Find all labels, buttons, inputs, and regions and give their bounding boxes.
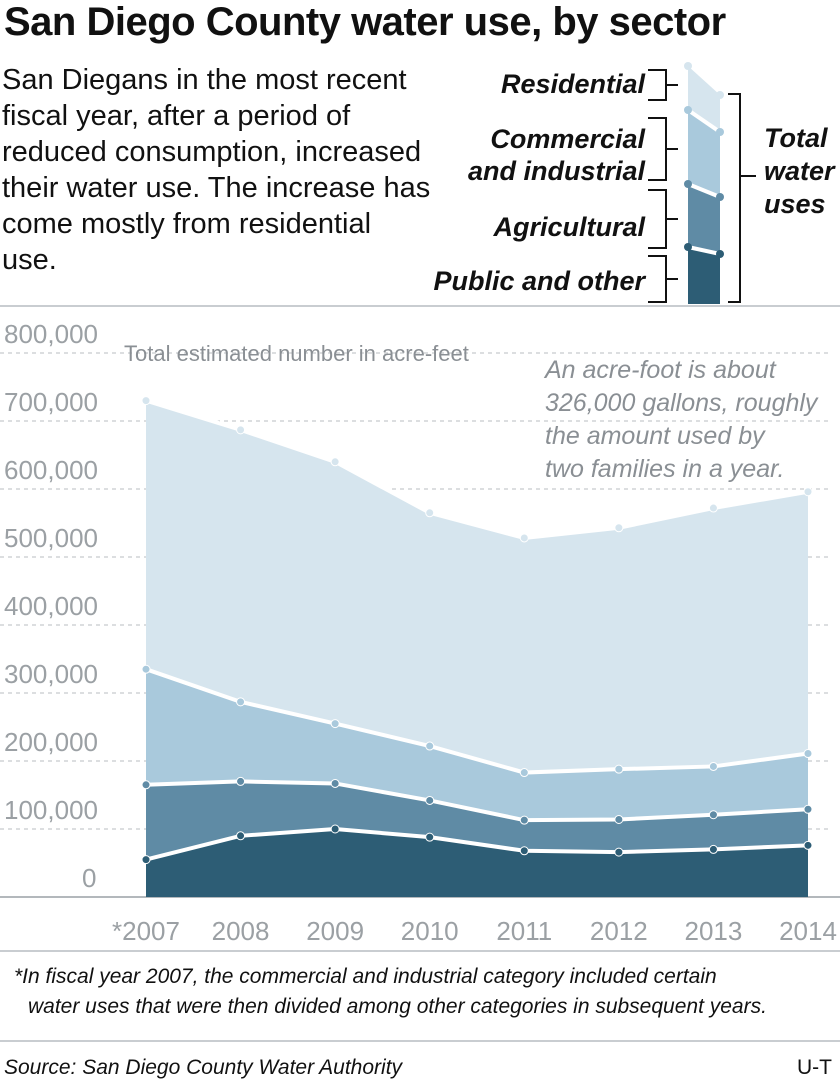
y-tick-label: 500,000 (4, 523, 98, 553)
x-tick-label: 2009 (306, 916, 364, 946)
y-tick-label: 100,000 (4, 795, 98, 825)
data-point (425, 795, 435, 805)
legend-bracket (648, 255, 678, 303)
area-public-and-other (146, 829, 808, 897)
legend-swatch-point (716, 128, 724, 136)
data-point (614, 814, 624, 824)
legend-swatch-agricultural (688, 184, 720, 254)
data-point (141, 664, 151, 674)
y-axis-title: Total estimated number in acre-feet (124, 341, 469, 366)
data-point (425, 741, 435, 751)
data-point (236, 831, 246, 841)
data-point (708, 503, 718, 513)
legend-bracket-total (728, 93, 756, 303)
legend-label-public: Public and other (433, 266, 645, 296)
area-chart: 0 100,000 200,000 300,000 400,000 500,000 600,… (0, 319, 840, 946)
footnote: *In fiscal year 2007, the commercial and… (14, 962, 834, 1022)
data-point (708, 810, 718, 820)
legend-bracket (648, 69, 678, 101)
divider-footer (0, 1040, 840, 1042)
legend-bracket (648, 189, 678, 249)
intro-text: San Diegans in the most recent fiscal ye… (2, 64, 431, 276)
data-point (803, 749, 813, 759)
series-line (145, 667, 809, 775)
chart-title: San Diego County water use, by sector (4, 0, 726, 44)
legend-bracket (648, 117, 678, 181)
series-line (145, 779, 809, 823)
legend-swatch-point (684, 106, 692, 114)
footnote-line-2: water uses that were then divided among … (28, 995, 767, 1018)
legend-swatch-line (687, 245, 721, 256)
legend-swatch-point (684, 180, 692, 188)
data-point (708, 761, 718, 771)
legend-swatch-line (687, 182, 721, 199)
legend-label-commercial: Commercial and industrial (467, 124, 645, 186)
data-point (519, 768, 529, 778)
x-tick-label: 2013 (685, 916, 743, 946)
data-point (141, 396, 151, 406)
data-point (330, 778, 340, 788)
x-tick-label: 2011 (496, 916, 552, 946)
series-line (145, 398, 809, 540)
footnote-line-1: *In fiscal year 2007, the commercial and… (14, 965, 717, 988)
data-point (330, 719, 340, 729)
data-point (425, 832, 435, 842)
divider-bottom (0, 950, 840, 952)
series-line (145, 826, 809, 862)
data-point (330, 457, 340, 467)
y-tick-label: 200,000 (4, 727, 98, 757)
legend-label-residential: Residential (500, 69, 645, 99)
data-point (614, 764, 624, 774)
x-tick-label: 2012 (590, 916, 648, 946)
legend-swatch-point (716, 250, 724, 258)
data-point (236, 776, 246, 786)
legend-swatch-point (684, 62, 692, 70)
source: Source: San Diego County Water Authority (4, 1056, 403, 1079)
x-tick-label: 2010 (401, 916, 459, 946)
data-point (614, 523, 624, 533)
data-point (803, 487, 813, 497)
legend-swatch-point (716, 91, 724, 99)
legend-swatch-point (716, 193, 724, 201)
data-point (803, 804, 813, 814)
legend-swatch (648, 62, 756, 304)
data-point (803, 840, 813, 850)
y-tick-label: 0 (82, 863, 96, 893)
y-tick-label: 300,000 (4, 659, 98, 689)
legend-label-agricultural: Agricultural (493, 212, 645, 242)
data-point (236, 697, 246, 707)
data-point (708, 844, 718, 854)
legend-swatch-public (688, 247, 720, 304)
area-agricultural (146, 781, 808, 860)
legend-swatch-commercial (688, 110, 720, 197)
data-point (519, 533, 529, 543)
divider-top (0, 305, 840, 307)
data-point (614, 847, 624, 857)
y-tick-label: 400,000 (4, 591, 98, 621)
y-tick-label: 600,000 (4, 455, 98, 485)
x-tick-label: 2014 (779, 916, 837, 946)
y-tick-label: 800,000 (4, 319, 98, 349)
data-point (141, 780, 151, 790)
credit: U-T (797, 1056, 832, 1079)
area-residential (146, 400, 808, 773)
x-tick-label: 2008 (212, 916, 270, 946)
data-point (519, 815, 529, 825)
legend-swatch-line (686, 108, 722, 134)
y-tick-label: 700,000 (4, 387, 98, 417)
x-tick-label: *2007 (112, 916, 180, 946)
data-point (519, 846, 529, 856)
legend-total-label: Total water uses (764, 123, 835, 219)
data-point (425, 508, 435, 518)
data-point (330, 824, 340, 834)
chart-annotation: An acre-foot is about 326,000 gallons, ro… (543, 356, 819, 483)
data-point (236, 425, 246, 435)
legend-swatch-point (684, 243, 692, 251)
data-point (141, 855, 151, 865)
